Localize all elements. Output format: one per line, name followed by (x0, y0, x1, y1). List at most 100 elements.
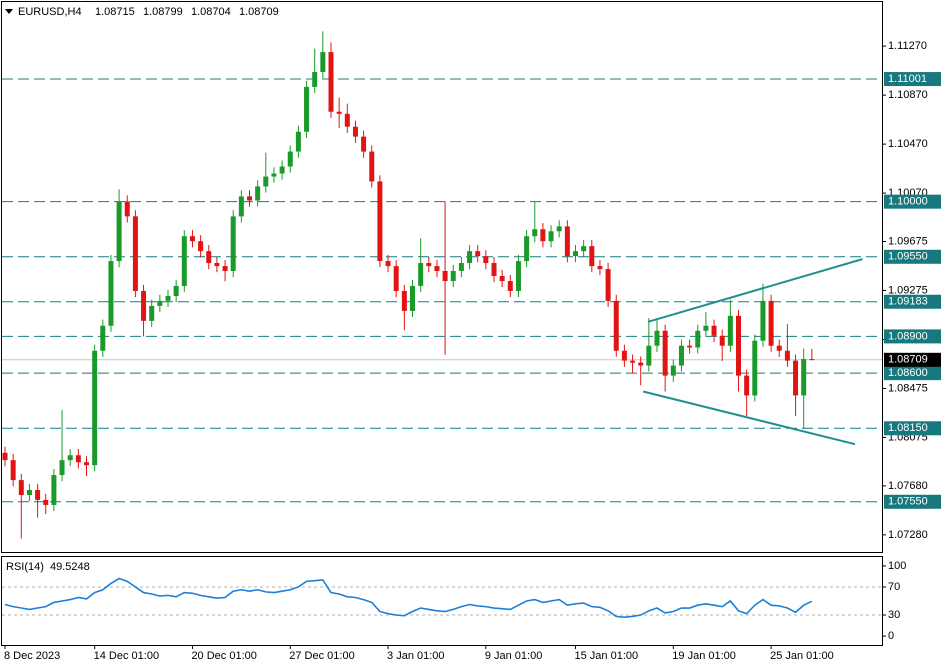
candle-body (564, 226, 570, 257)
rsi-tick-label: 70 (888, 581, 900, 593)
current-price-label: 1.08709 (888, 354, 928, 366)
candle-body (589, 246, 595, 267)
candle-body (51, 475, 57, 505)
candle-body (393, 266, 399, 291)
candle-body (736, 315, 741, 376)
candle-body (230, 216, 236, 271)
x-tick-label: 3 Jan 01:00 (387, 650, 445, 662)
x-tick-label: 20 Dec 01:00 (191, 650, 256, 662)
candle-body (295, 131, 301, 152)
y-tick-label: 1.11270 (888, 40, 927, 52)
trendline (647, 258, 863, 323)
candle-body (344, 113, 350, 127)
candle-body (532, 229, 538, 237)
level-label: 1.07550 (888, 496, 928, 508)
candle-body (173, 285, 179, 296)
header-high: 1.08799 (143, 6, 183, 18)
header-low: 1.08704 (191, 6, 231, 18)
candle-body (540, 229, 546, 242)
candle-body (768, 300, 774, 346)
candle-body (475, 251, 481, 257)
y-tick-label: 1.08475 (888, 382, 928, 394)
x-tick-label: 8 Dec 2023 (4, 650, 60, 662)
candle-body (238, 196, 244, 217)
x-tick-label: 15 Jan 01:00 (575, 650, 639, 662)
candle-body (695, 330, 701, 348)
candle-body (271, 173, 277, 177)
candle-body (247, 196, 252, 201)
candle-body (165, 295, 171, 301)
candle-body (312, 71, 318, 87)
candle-body (752, 340, 758, 396)
header-close: 1.08709 (239, 6, 279, 18)
candle-body (67, 455, 73, 461)
candle-body (124, 201, 130, 217)
candle-body (385, 261, 391, 267)
candle-body (426, 263, 432, 267)
level-label: 1.10000 (888, 196, 928, 208)
candle-body (613, 300, 619, 351)
candle-body (320, 52, 326, 72)
candle-body (483, 256, 489, 264)
x-tick-label: 14 Dec 01:00 (94, 650, 159, 662)
current-price-box (884, 352, 941, 367)
candle-body (678, 345, 684, 366)
candle-body (776, 345, 782, 351)
candle-body (573, 251, 578, 257)
candle-body (377, 181, 383, 262)
rsi-current: 49.5248 (50, 561, 90, 573)
candle-body (670, 365, 676, 376)
candle-body (548, 231, 554, 242)
candle-body (442, 270, 448, 282)
candle-body (581, 246, 587, 252)
candle-body (149, 305, 155, 321)
candle-body (687, 345, 693, 348)
candle-body (328, 52, 334, 112)
candle-body (84, 462, 89, 466)
y-tick-label: 1.10470 (888, 138, 928, 150)
level-box (884, 421, 941, 436)
menu-arrow[interactable] (5, 9, 13, 14)
candle-body (352, 126, 358, 137)
candle-body (304, 86, 310, 132)
candle-body (10, 460, 16, 481)
candle-body (467, 251, 473, 264)
x-tick-label: 19 Jan 01:00 (672, 650, 736, 662)
candle-body (181, 236, 187, 286)
candle-body (369, 151, 375, 182)
y-tick-label: 1.07280 (888, 529, 928, 541)
y-tick-label: 1.09675 (888, 235, 928, 247)
rsi-tick-label: 30 (888, 609, 900, 621)
candle-body (719, 335, 725, 346)
candle-body (361, 136, 367, 152)
candle-body (26, 490, 32, 496)
candle-body (279, 166, 285, 174)
candle-body (116, 201, 122, 262)
level-label: 1.08150 (888, 422, 928, 434)
candle-body (263, 176, 269, 187)
y-tick-label: 1.10870 (888, 89, 928, 101)
rsi-tick-label: 100 (888, 560, 906, 572)
candle-body (711, 325, 717, 336)
candle-body (638, 362, 644, 366)
level-label: 1.09183 (888, 296, 928, 308)
candle-body (418, 263, 424, 286)
candle-body (727, 315, 733, 346)
level-label: 1.08900 (888, 330, 928, 342)
candle-body (605, 269, 611, 301)
y-tick-label: 1.09275 (888, 284, 928, 296)
rsi-title: RSI(14) (6, 561, 44, 573)
candle-body (784, 350, 790, 361)
candle-body (198, 241, 204, 252)
candle-body (646, 345, 652, 366)
candle-body (214, 263, 220, 267)
candle-body (703, 325, 709, 331)
symbol: EURUSD,H4 (18, 6, 82, 18)
candle-body (18, 480, 24, 496)
candle-body (287, 151, 293, 167)
level-box (884, 249, 941, 264)
level-box (884, 494, 941, 509)
candle-body (654, 330, 660, 346)
x-tick-label: 27 Dec 01:00 (289, 650, 354, 662)
